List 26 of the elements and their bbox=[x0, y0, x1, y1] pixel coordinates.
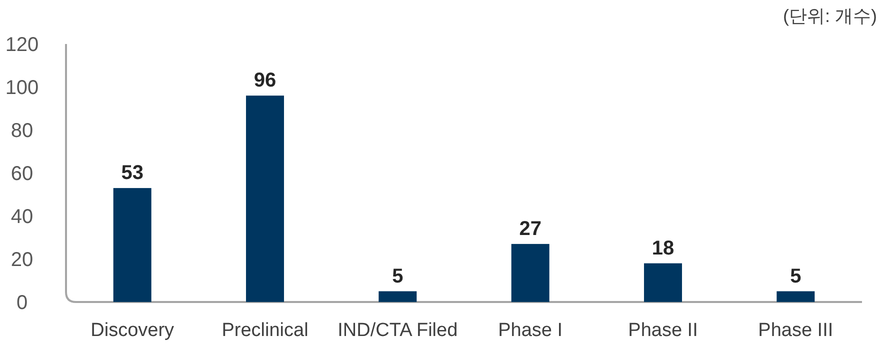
data-label: 18 bbox=[652, 237, 674, 260]
data-label: 96 bbox=[254, 70, 276, 92]
y-tick-label: 100 bbox=[5, 77, 39, 99]
bar bbox=[511, 244, 550, 302]
x-tick-label: Phase I bbox=[498, 320, 563, 341]
x-tick-label: Discovery bbox=[90, 320, 175, 341]
data-label: 27 bbox=[519, 218, 542, 240]
y-tick-label: 60 bbox=[10, 163, 34, 185]
x-tick-label: IND/CTA Filed bbox=[338, 320, 458, 341]
y-tick-label: 20 bbox=[10, 249, 34, 271]
bar bbox=[378, 291, 417, 302]
y-tick-label: 0 bbox=[16, 292, 28, 314]
y-tick-label: 40 bbox=[10, 206, 34, 228]
y-tick-label: 80 bbox=[10, 120, 34, 142]
data-label: 5 bbox=[790, 265, 802, 288]
data-label: 5 bbox=[392, 265, 404, 288]
bar bbox=[246, 96, 284, 302]
bar bbox=[113, 188, 152, 302]
y-tick-label: 120 bbox=[5, 34, 39, 56]
data-label: 53 bbox=[121, 162, 144, 184]
x-tick-label: Phase III bbox=[758, 320, 834, 341]
bar bbox=[644, 263, 682, 302]
text: (단위: 개수) bbox=[783, 6, 877, 26]
x-tick-label: Preclinical bbox=[222, 320, 308, 341]
bar bbox=[776, 291, 815, 302]
x-tick-label: Phase II bbox=[628, 320, 698, 341]
